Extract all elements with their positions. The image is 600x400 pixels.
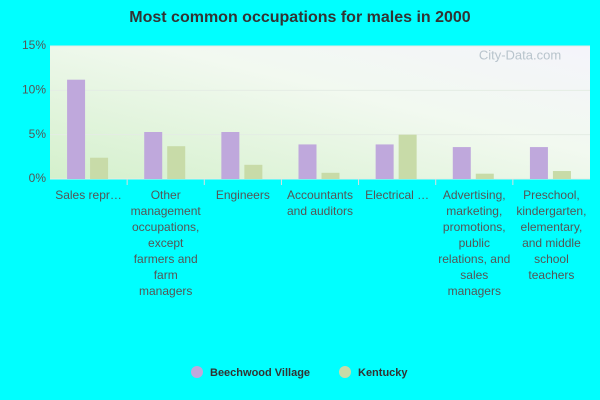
bar (321, 172, 340, 179)
x-tick-label: Preschool, kindergarten, elementary, and… (516, 188, 587, 282)
bar (221, 132, 240, 179)
bar (529, 147, 548, 179)
x-tick-label: Engineers (215, 188, 270, 202)
y-tick-label: 15% (22, 38, 46, 52)
x-tick-label: Accountants and auditors (286, 188, 354, 218)
legend-swatch (191, 366, 203, 378)
bar (298, 144, 317, 179)
watermark: City-Data.com (479, 47, 561, 62)
plot-area (50, 46, 590, 179)
bar (244, 164, 263, 179)
chart-title: Most common occupations for males in 200… (129, 9, 471, 26)
bar (398, 134, 417, 179)
legend-label: Beechwood Village (210, 367, 310, 379)
bar (67, 79, 86, 179)
bar (144, 132, 163, 179)
bar (452, 147, 471, 179)
x-tick-label: Other management occupations, except far… (130, 188, 201, 298)
bar (552, 171, 571, 179)
x-tick-label: Electrical … (365, 188, 430, 202)
y-tick-label: 5% (29, 127, 47, 141)
y-tick-label: 0% (29, 171, 47, 185)
bar (90, 157, 109, 179)
legend-swatch (339, 366, 351, 378)
x-tick-label: Advertising, marketing, promotions, publ… (438, 188, 511, 298)
legend-label: Kentucky (358, 367, 408, 379)
bar (167, 146, 186, 179)
y-tick-label: 10% (22, 83, 46, 97)
x-tick-label: Sales repr… (55, 188, 122, 202)
bar (375, 144, 394, 179)
bar (475, 173, 494, 179)
